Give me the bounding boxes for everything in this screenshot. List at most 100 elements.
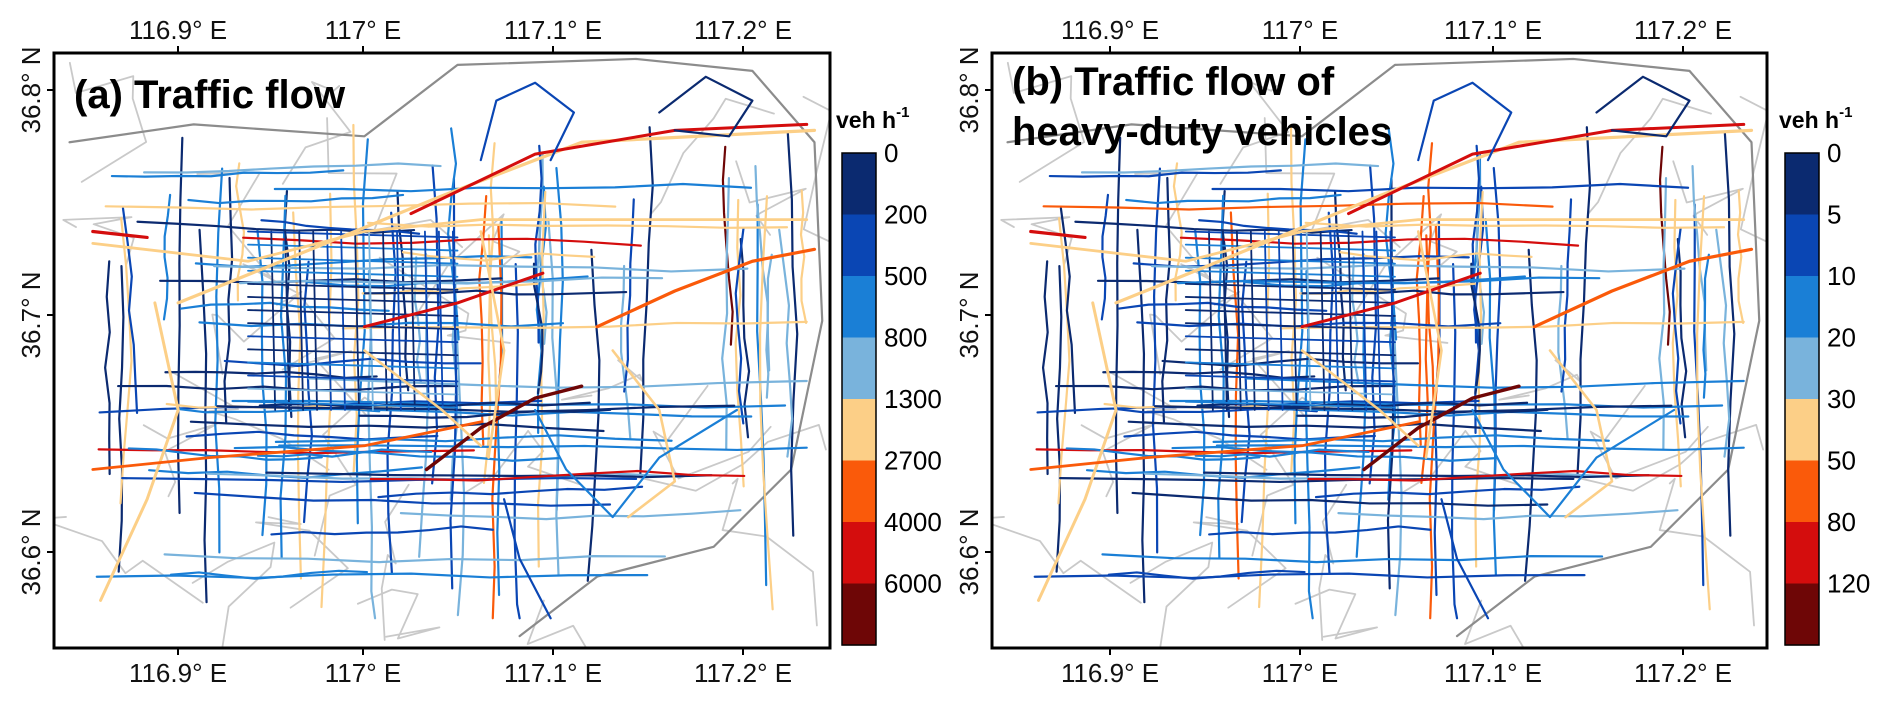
arterial-road: [1029, 420, 1420, 471]
road-segment: [169, 569, 369, 580]
background-road: [526, 599, 588, 648]
road-segment: [104, 201, 617, 211]
road-segment: [1161, 176, 1171, 423]
road-segment: [121, 207, 139, 414]
road-segment: [1198, 219, 1358, 235]
lon-tick-label-top: 117° E: [1262, 15, 1338, 45]
colorbar-label: 0: [1827, 138, 1841, 168]
colorbar-swatch: [842, 522, 876, 585]
road-segment: [368, 230, 374, 411]
road-segment: [247, 282, 459, 291]
lon-tick-label-bottom: 116.9° E: [129, 658, 227, 688]
background-road: [1219, 81, 1290, 185]
colorbar-b: veh h-1 0 5 10 20 30 50 80 120: [1779, 104, 1870, 646]
road-segment: [292, 211, 303, 580]
colorbar-swatch: [842, 460, 876, 523]
road-segment: [247, 243, 459, 252]
colorbar-swatch: [842, 583, 876, 646]
background-road: [168, 369, 330, 471]
ring-highway: [68, 57, 824, 638]
road-segment: [104, 260, 111, 476]
background-road: [281, 81, 352, 185]
road-segment: [778, 228, 794, 458]
road-segment: [119, 217, 133, 505]
road-segment: [1702, 253, 1710, 399]
loop-road: [658, 75, 754, 138]
road-segment: [187, 193, 405, 205]
road-segment: [185, 430, 439, 441]
road-segment: [260, 219, 421, 235]
road-segment: [1471, 408, 1676, 519]
map-frame-a: [52, 51, 832, 650]
colorbar-a: veh h-1 0 200 500 800 1300 2700 4000 6000: [836, 104, 942, 646]
road-segment: [247, 348, 459, 357]
lon-tick-label-top: 116.9° E: [1061, 15, 1159, 45]
panel-b: 116.9° E 116.9° E 117° E 117° E 117.1° E 117.…: [954, 15, 1870, 688]
road-segment: [1305, 230, 1312, 411]
road-segment: [1048, 169, 1282, 178]
colorbar-label: 500: [884, 261, 927, 291]
arterial-road: [424, 384, 584, 472]
lon-tick-label-top: 117.1° E: [1444, 15, 1542, 45]
road-segment: [302, 260, 314, 524]
road-segment: [270, 525, 494, 536]
road-segment: [247, 361, 459, 370]
panel-title-a: (a) Traffic flow: [74, 73, 346, 117]
road-segment: [1208, 230, 1214, 411]
road-segment: [739, 237, 751, 439]
road-segment: [1351, 256, 1360, 383]
road-segment: [1151, 167, 1162, 554]
road-segment: [1184, 282, 1396, 291]
arterial-road: [91, 218, 809, 263]
road-segment: [117, 264, 125, 573]
colorbar-frame: [841, 152, 877, 646]
road-segment: [223, 357, 482, 368]
road-segment: [143, 162, 442, 174]
road-segment: [247, 335, 459, 344]
road-segment: [247, 309, 459, 317]
road-segment: [223, 176, 234, 423]
arterial-road: [611, 349, 677, 519]
road-segment: [1222, 230, 1228, 411]
road-segment: [256, 448, 433, 458]
road-segment: [363, 289, 628, 296]
colorbar-label: 0: [884, 138, 898, 168]
road-network-map-a: [54, 57, 830, 648]
road-segment: [354, 230, 360, 411]
road-segment: [451, 230, 458, 411]
axis-ticks-a: 116.9° E 116.9° E 117° E 117° E 117.1° E 117.…: [16, 15, 792, 688]
road-segment: [1127, 420, 1542, 433]
road-segment: [1723, 131, 1736, 537]
colorbar-label: 80: [1827, 507, 1856, 537]
lon-tick-label-top: 117.2° E: [1634, 15, 1732, 45]
road-segment: [1194, 448, 1370, 458]
lon-tick-label-bottom: 117.1° E: [1444, 658, 1542, 688]
colorbar-unit: veh h-1: [1779, 104, 1852, 133]
road-segment: [247, 269, 459, 278]
road-segment: [1125, 193, 1342, 205]
road-segment: [1161, 357, 1420, 368]
lon-tick-label-top: 117.1° E: [504, 15, 602, 45]
road-segment: [1107, 569, 1306, 580]
road-segment: [214, 167, 224, 554]
arterial-road: [91, 229, 149, 240]
arterial-road: [1347, 122, 1746, 216]
arterial-road: [1029, 218, 1746, 263]
road-segment: [312, 230, 318, 411]
lon-tick-label-bottom: 116.9° E: [1061, 658, 1159, 688]
ring-highway: [1006, 57, 1761, 638]
road-segment: [1314, 485, 1581, 499]
road-segment: [247, 322, 459, 330]
road-segment: [1080, 162, 1380, 174]
road-segment: [159, 277, 503, 284]
road-segment: [401, 251, 596, 262]
road-segment: [1523, 248, 1538, 582]
lat-tick-label: 36.8° N: [954, 46, 984, 133]
colorbar-unit-exponent: -1: [896, 104, 909, 121]
colorbar-label: 5: [1827, 200, 1841, 230]
road-segment: [1176, 276, 1601, 285]
background-road: [142, 423, 218, 498]
road-segment: [340, 230, 346, 411]
road-segment: [1450, 263, 1459, 620]
road-segment: [399, 509, 742, 521]
